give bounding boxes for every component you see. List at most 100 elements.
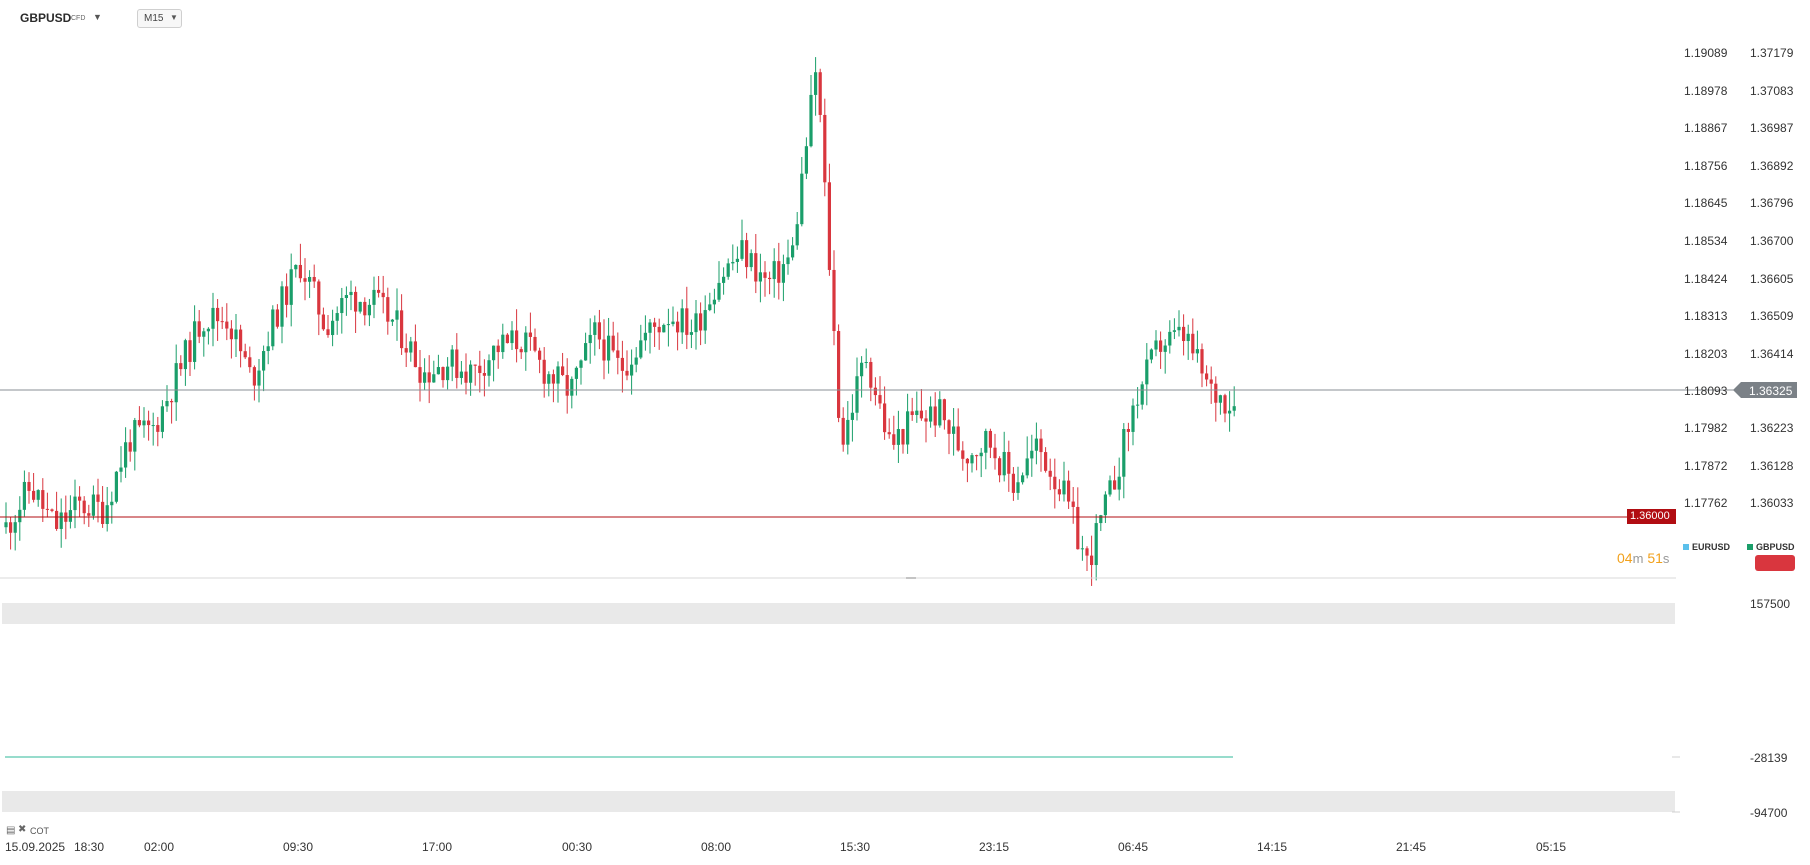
time-tick-label: 15.09.2025	[5, 840, 66, 854]
candle-body	[689, 332, 693, 335]
candle-body	[841, 417, 845, 445]
candle-body	[961, 450, 965, 459]
candle-body	[170, 401, 174, 403]
candle-body	[87, 513, 91, 516]
price-tick-label: 1.36223	[1750, 421, 1794, 435]
candle-body	[441, 367, 445, 381]
candle-body	[524, 332, 528, 353]
candle-body	[1223, 395, 1227, 414]
time-tick-label: 05:15	[1536, 840, 1567, 854]
candle-body	[436, 367, 440, 375]
price-tick-label: 1.18313	[1684, 309, 1728, 323]
candle-body	[1186, 333, 1190, 342]
candle-body	[45, 508, 49, 510]
candle-body	[211, 307, 215, 329]
candle-body	[906, 411, 910, 445]
candle-body	[588, 334, 592, 344]
candle-body	[809, 94, 813, 147]
candle-body	[1209, 379, 1213, 384]
candle-body	[367, 304, 371, 316]
candle-body	[427, 372, 431, 383]
candle-body	[869, 361, 873, 388]
candle-body	[82, 500, 86, 514]
candle-body	[988, 430, 992, 448]
candle-body	[386, 297, 390, 322]
candle-body	[722, 276, 726, 283]
candle-body	[193, 321, 197, 362]
time-tick-label: 00:30	[562, 840, 593, 854]
candle-body	[151, 425, 155, 427]
candle-body	[533, 336, 537, 351]
candle-body	[409, 341, 413, 353]
candle-body	[308, 276, 312, 282]
candle-body	[984, 430, 988, 453]
candle-body	[915, 410, 919, 415]
price-tick-label: 1.18756	[1684, 159, 1728, 173]
candle-body	[478, 365, 482, 374]
candle-body	[400, 310, 404, 349]
price-tick-label: 1.18645	[1684, 196, 1728, 210]
candle-body	[174, 363, 178, 403]
candle-body	[1191, 333, 1195, 354]
candle-body	[197, 321, 201, 337]
countdown-seconds: 51	[1647, 550, 1663, 566]
candle-body	[795, 224, 799, 246]
candle-body	[864, 361, 868, 363]
candle-body	[423, 372, 427, 383]
candle-body	[50, 509, 54, 511]
candle-body	[294, 264, 298, 270]
timeframe-selector[interactable]: M15 ▼	[137, 9, 182, 28]
close-icon[interactable]: ✖	[18, 824, 27, 835]
candle-body	[73, 496, 77, 511]
symbol-selector[interactable]: GBPUSD	[20, 11, 72, 25]
price-tick-label: 1.36128	[1750, 459, 1794, 473]
candle-body	[979, 452, 983, 457]
candle-body	[515, 330, 519, 350]
level-line-badge[interactable]	[1627, 509, 1676, 524]
candle-body	[942, 399, 946, 421]
candle-body	[768, 277, 772, 280]
candle-body	[657, 326, 661, 333]
timeframe-label: M15	[144, 13, 164, 24]
time-tick-label: 18:30	[74, 840, 105, 854]
candle-body	[1177, 326, 1181, 331]
current-price-badge-pointer	[1733, 382, 1741, 398]
candle-body	[1048, 470, 1052, 477]
candle-body	[873, 387, 877, 396]
indicator-settings-icon[interactable]: ▤	[6, 825, 16, 836]
candle-body	[4, 522, 8, 528]
candle-body	[933, 406, 937, 426]
candle-body	[1168, 331, 1172, 346]
candle-body	[312, 276, 316, 282]
candle-body	[712, 299, 716, 305]
candle-body	[625, 370, 629, 376]
candle-body	[547, 374, 551, 384]
sell-button[interactable]	[1755, 555, 1795, 571]
candle-body	[1007, 451, 1011, 474]
candle-body	[883, 403, 887, 433]
candle-body	[262, 351, 266, 371]
indicator-upper-band	[2, 603, 1675, 624]
candle-body	[473, 364, 477, 366]
candle-body	[1140, 384, 1144, 405]
candle-body	[340, 298, 344, 314]
chevron-down-icon[interactable]: ▼	[93, 12, 102, 22]
candle-body	[156, 425, 160, 432]
candle-body	[1195, 349, 1199, 354]
candle-body	[731, 261, 735, 264]
candle-body	[142, 420, 146, 426]
gbpusd-legend-label[interactable]: GBPUSD	[1756, 542, 1795, 552]
candle-body	[229, 328, 233, 340]
candle-body	[1145, 359, 1149, 385]
candle-body	[1076, 506, 1080, 550]
candle-body	[59, 512, 63, 529]
candle-body	[179, 363, 183, 370]
countdown-minutes-unit: m	[1632, 551, 1644, 566]
candle-body	[929, 406, 933, 422]
candle-body	[749, 253, 753, 268]
candle-body	[91, 494, 95, 516]
candle-body	[952, 426, 956, 434]
eurusd-legend-label[interactable]: EURUSD	[1692, 542, 1731, 552]
candle-body	[501, 334, 505, 353]
